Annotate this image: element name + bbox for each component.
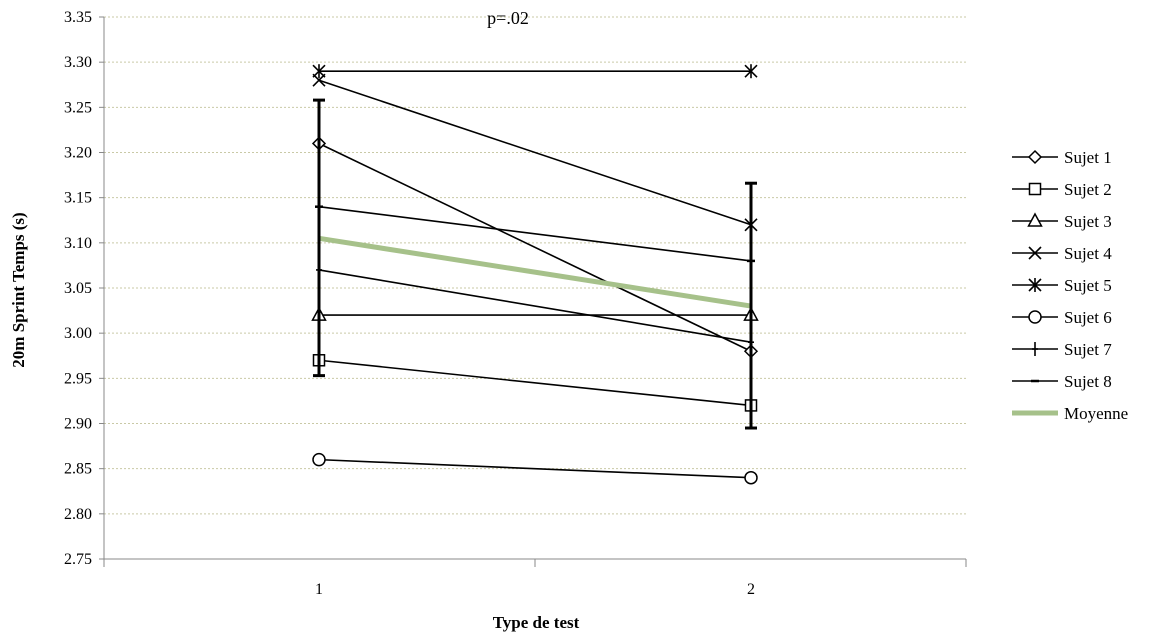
legend-marker — [1032, 342, 1038, 356]
legend-marker — [1028, 278, 1042, 292]
legend-item: Sujet 2 — [1012, 180, 1112, 199]
legend-item: Sujet 7 — [1012, 340, 1112, 359]
legend-label: Sujet 3 — [1064, 212, 1112, 231]
legend-marker — [1027, 212, 1043, 227]
mean-line — [318, 235, 752, 309]
legend-marker — [1028, 246, 1042, 260]
legend-label: Sujet 8 — [1064, 372, 1112, 391]
gridlines — [104, 16, 966, 515]
series-line — [318, 142, 752, 352]
legend-item: Moyenne — [1012, 404, 1128, 423]
y-tick-label: 3.25 — [64, 99, 92, 116]
data-point — [312, 64, 326, 79]
data-point — [744, 470, 758, 485]
legend-item: Sujet 3 — [1012, 212, 1112, 231]
y-tick-label: 2.80 — [64, 506, 92, 523]
series-5 — [312, 64, 758, 79]
legend-item: Sujet 1 — [1012, 148, 1112, 167]
x-tick-label: 1 — [315, 581, 323, 598]
y-tick-label: 3.35 — [64, 9, 92, 26]
legend: Sujet 1 Sujet 2 Sujet 3 Sujet 4 Sujet 5 Sujet… — [1012, 148, 1128, 423]
legend-label: Sujet 2 — [1064, 180, 1112, 199]
legend-marker — [1028, 310, 1042, 324]
x-tick-label: 2 — [747, 581, 755, 598]
y-tick-label: 3.15 — [64, 190, 92, 207]
legend-item: Sujet 6 — [1012, 308, 1112, 327]
y-tick-label: 2.95 — [64, 370, 92, 387]
error-bars — [313, 98, 757, 430]
y-tick-label: 3.00 — [64, 325, 92, 342]
series-8 — [315, 205, 755, 263]
series-6 — [312, 452, 758, 485]
legend-item: Sujet 8 — [1012, 372, 1112, 391]
axes — [99, 16, 967, 567]
legend-item: Sujet 5 — [1012, 276, 1112, 295]
series-line — [318, 359, 752, 407]
y-tick-label: 2.85 — [64, 461, 92, 478]
y-tick-label: 2.90 — [64, 416, 92, 433]
series-2 — [312, 354, 758, 412]
y-axis-title: 20m Sprint Temps (s) — [9, 212, 28, 367]
y-tick-label: 3.10 — [64, 235, 92, 252]
p-value-annotation: p=.02 — [487, 8, 529, 28]
series-group — [311, 64, 759, 485]
series-9 — [318, 235, 752, 309]
legend-marker — [1027, 149, 1043, 165]
legend-label: Sujet 4 — [1064, 244, 1112, 263]
series-4 — [312, 73, 758, 232]
legend-label: Sujet 5 — [1064, 276, 1112, 295]
legend-item: Sujet 4 — [1012, 244, 1112, 263]
legend-label: Sujet 7 — [1064, 340, 1112, 359]
legend-label: Sujet 6 — [1064, 308, 1112, 327]
series-7 — [316, 262, 754, 350]
legend-marker — [1028, 182, 1042, 196]
data-point — [312, 452, 326, 467]
y-tick-labels: 2.75 2.80 2.85 2.90 2.95 3.00 3.05 3.10 3.15 3.20… — [64, 9, 92, 568]
data-point — [744, 64, 758, 79]
legend-label: Sujet 1 — [1064, 148, 1112, 167]
series-3 — [311, 306, 759, 321]
legend-label: Moyenne — [1064, 404, 1128, 423]
series-line — [318, 458, 752, 479]
series-line — [318, 269, 752, 343]
x-axis-title: Type de test — [493, 613, 580, 632]
series-line — [318, 79, 752, 226]
y-tick-label: 3.05 — [64, 280, 92, 297]
y-tick-label: 3.20 — [64, 145, 92, 162]
y-tick-label: 3.30 — [64, 54, 92, 71]
series-line — [318, 205, 752, 262]
y-tick-label: 2.75 — [64, 551, 92, 568]
